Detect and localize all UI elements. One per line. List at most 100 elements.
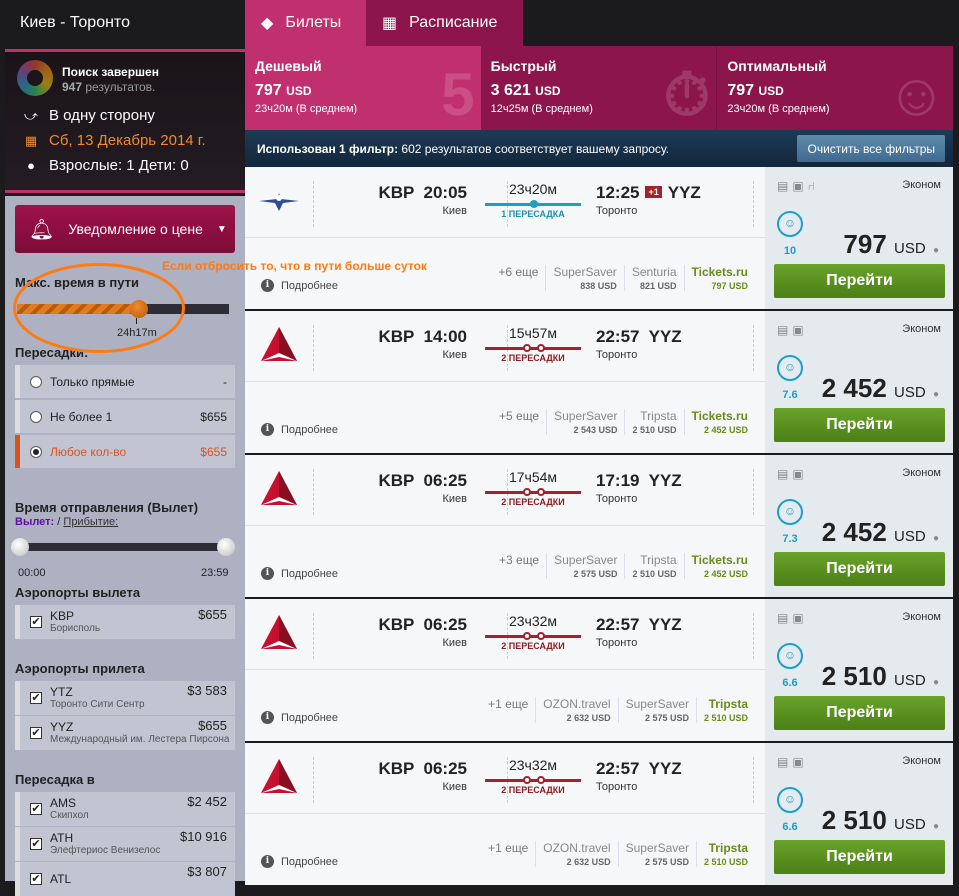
airport-price: $655 <box>198 718 227 733</box>
per-person-icon: ● <box>932 245 939 256</box>
stops-option[interactable]: Не более 1 $655 <box>15 400 235 433</box>
rating-smiley-icon: ☺ <box>777 499 803 525</box>
results-number: 947 <box>62 80 83 94</box>
details-label: Подробнее <box>281 855 339 868</box>
details-link[interactable]: i Подробнее <box>261 855 338 868</box>
radio-button[interactable] <box>30 445 42 458</box>
checkbox[interactable]: ✔ <box>30 838 42 850</box>
filter-status-bar: Использован 1 фильтр: 602 результатов со… <box>245 130 953 167</box>
agent-offer[interactable]: Tickets.ru 797 USD <box>683 265 755 291</box>
search-spinner-icon <box>17 60 53 96</box>
price-currency: USD <box>894 816 926 833</box>
radio-button[interactable] <box>30 410 42 423</box>
divider <box>245 381 765 382</box>
divider <box>753 757 754 803</box>
go-button[interactable]: Перейти <box>774 264 945 298</box>
airport-checkbox-item[interactable]: ✔ YYZ Международный им. Лестера Пирсона $65… <box>15 716 235 750</box>
radio-button[interactable] <box>30 375 42 388</box>
more-agents-link[interactable]: +1 еще <box>481 697 535 723</box>
airport-checkbox-item[interactable]: ✔ ATH Элефтериос Венизелос $10 916 <box>15 827 235 861</box>
details-link[interactable]: i Подробнее <box>261 711 338 724</box>
duration: 23ч20м <box>508 181 558 197</box>
agent-offer[interactable]: Tickets.ru 2 452 USD <box>683 553 755 579</box>
departure-city: Киев <box>442 637 467 649</box>
agent-offer[interactable]: Tripsta 2 510 USD <box>695 697 755 723</box>
flight-duration: 15ч57м 2 ПЕРЕСАДКИ <box>485 325 581 363</box>
more-agents-link[interactable]: +1 еще <box>481 841 535 867</box>
price-panel: ▤▣ Эконом ☺ 6.6 2 510 USD ● Перейти <box>765 743 953 885</box>
info-icon: i <box>261 567 274 580</box>
clear-filters-button[interactable]: Очистить все фильтры <box>797 135 945 162</box>
agent-offer[interactable]: Tripsta 2 510 USD <box>624 553 683 579</box>
agent-name: Senturia <box>631 265 677 279</box>
agent-offer[interactable]: SuperSaver 2 575 USD <box>617 697 696 723</box>
trip-type: ⤻ В одну сторону <box>23 107 155 124</box>
scrollbar[interactable] <box>953 0 959 881</box>
agent-name: SuperSaver <box>554 409 618 423</box>
more-agents-link[interactable]: +5 еще <box>492 409 546 435</box>
agent-offer[interactable]: OZON.travel 2 632 USD <box>535 841 617 867</box>
amenities-icons: ▤▣ <box>777 467 808 481</box>
airport-checkbox-item[interactable]: ✔ AMS Скипхол $2 452 <box>15 792 235 826</box>
departure-time-slider[interactable] <box>11 538 235 556</box>
details-link[interactable]: i Подробнее <box>261 423 338 436</box>
summary-cheapest[interactable]: 5 Дешевый 797 USD 23ч20м (В среднем) <box>245 46 481 130</box>
checkbox[interactable]: ✔ <box>30 616 42 628</box>
details-link[interactable]: i Подробнее <box>261 279 338 292</box>
stops-option[interactable]: Любое кол-во $655 <box>15 435 235 468</box>
more-agents-link[interactable]: +3 еще <box>492 553 546 579</box>
departure-time: KBP 14:00 <box>345 327 467 347</box>
slider-handle-max[interactable] <box>217 538 235 556</box>
arrival-airport: YYZ <box>648 471 682 490</box>
agent-offer[interactable]: Tripsta 2 510 USD <box>624 409 683 435</box>
rating-score: 7.6 <box>782 389 798 401</box>
agent-offer[interactable]: SuperSaver 2 543 USD <box>546 409 624 435</box>
agent-price: 2 510 USD <box>703 857 748 867</box>
go-button[interactable]: Перейти <box>774 408 945 442</box>
stops-count: 2 ПЕРЕСАДКИ <box>501 641 565 651</box>
airport-text: ATH Элефтериос Венизелос <box>50 831 160 857</box>
checkbox[interactable]: ✔ <box>30 873 42 885</box>
checkbox[interactable]: ✔ <box>30 803 42 815</box>
agents-list: +6 еще SuperSaver 838 USD Senturia 821 USD Ti… <box>491 265 755 291</box>
result-card: KBP 20:05 Киев 23ч20м 1 ПЕРЕСАДКА 12:25 +1 YYZ… <box>245 167 953 309</box>
go-button[interactable]: Перейти <box>774 840 945 874</box>
tab-schedule-label: Расписание <box>409 14 498 31</box>
price-value: 797 <box>843 229 887 259</box>
airport-checkbox-item[interactable]: ✔ KBP Борисполь $655 <box>15 605 235 639</box>
agent-price: 2 510 USD <box>632 425 677 435</box>
info-icon: i <box>261 423 274 436</box>
agent-offer[interactable]: SuperSaver 2 575 USD <box>617 841 696 867</box>
checkbox[interactable]: ✔ <box>30 692 42 704</box>
agent-offer[interactable]: SuperSaver 838 USD <box>545 265 623 291</box>
airport-checkbox-item[interactable]: ✔ ATL $3 807 <box>15 862 235 896</box>
tab-schedule[interactable]: ▦ Расписание <box>366 0 523 46</box>
agent-offer[interactable]: Senturia 821 USD <box>623 265 684 291</box>
agents-list: +1 еще OZON.travel 2 632 USD SuperSaver 2 57… <box>481 841 755 867</box>
arrival-city: Торонто <box>596 781 638 793</box>
details-link[interactable]: i Подробнее <box>261 567 338 580</box>
tab-tickets[interactable]: ◆ Билеты <box>245 0 366 46</box>
go-button[interactable]: Перейти <box>774 552 945 586</box>
cabin-class: Эконом <box>902 611 941 623</box>
airport-checkbox-item[interactable]: ✔ YTZ Торонто Сити Сентр $3 583 <box>15 681 235 715</box>
mode-departure-link[interactable]: Вылет: <box>15 516 55 528</box>
price-alert-button[interactable]: 🔔︎ Уведомление о цене ▼ <box>15 205 235 253</box>
agent-offer[interactable]: Tickets.ru 2 452 USD <box>683 409 755 435</box>
stops-option[interactable]: Только прямые - <box>15 365 235 398</box>
go-button[interactable]: Перейти <box>774 696 945 730</box>
agent-price: 2 632 USD <box>566 713 611 723</box>
stops-line <box>485 488 581 496</box>
summary-title: Оптимальный <box>727 58 827 74</box>
agent-offer[interactable]: OZON.travel 2 632 USD <box>535 697 617 723</box>
stops-count: 1 ПЕРЕСАДКА <box>501 209 565 219</box>
agent-offer[interactable]: Tripsta 2 510 USD <box>695 841 755 867</box>
airport-code: AMS <box>50 795 77 810</box>
slider-handle-min[interactable] <box>11 538 29 556</box>
mode-arrival-link[interactable]: Прибытие: <box>63 516 119 528</box>
more-agents-link[interactable]: +6 еще <box>491 265 545 291</box>
summary-fastest[interactable]: ⏱ Быстрый 3 621 USD 12ч25м (В среднем) <box>480 46 717 130</box>
checkbox[interactable]: ✔ <box>30 727 42 739</box>
summary-optimal[interactable]: ☺ Оптимальный 797 USD 23ч20м (В среднем) <box>716 46 954 130</box>
agent-offer[interactable]: SuperSaver 2 575 USD <box>546 553 624 579</box>
